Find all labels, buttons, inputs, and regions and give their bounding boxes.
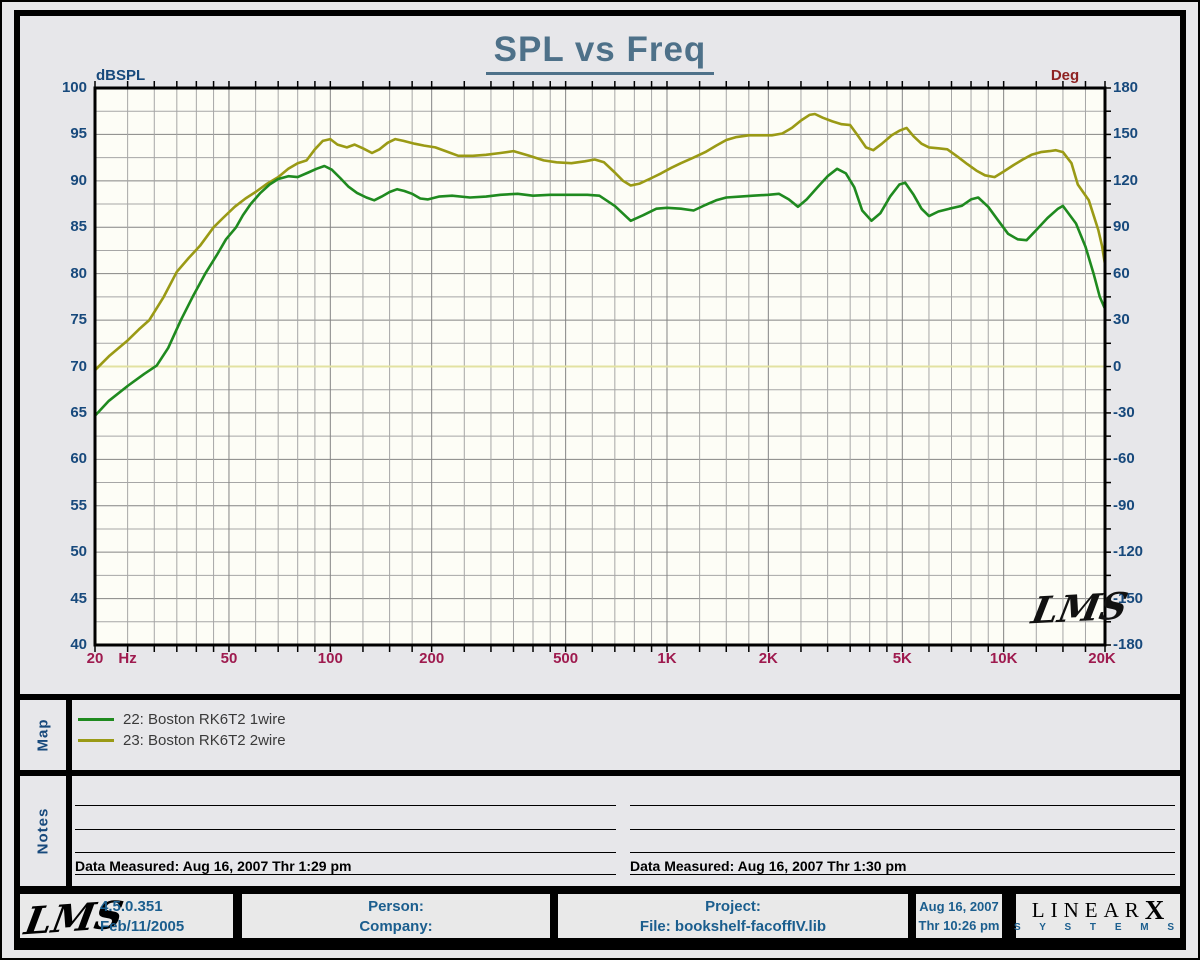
freq-axis-tick-label: 200 xyxy=(419,650,445,667)
report-time: Thr 10:26 pm xyxy=(918,918,1000,933)
legend-swatch-green xyxy=(78,717,114,721)
freq-axis-tick-label: 10K xyxy=(989,650,1018,667)
right-axis-tick-label: 180 xyxy=(1113,79,1139,96)
left-axis-tick-label: 45 xyxy=(70,589,87,607)
footer-date-cell: Aug 16, 2007 Thr 10:26 pm xyxy=(916,894,1002,938)
section-divider xyxy=(20,694,1180,700)
right-axis-tick-label: 90 xyxy=(1113,218,1130,236)
left-axis-tick-label: 60 xyxy=(70,450,87,468)
spl-vs-freq-plot xyxy=(93,81,1111,652)
footer-person-cell: Person: Company: xyxy=(242,894,550,938)
notes-section-label: Notes xyxy=(20,776,66,886)
freq-axis-tick-label: 50 xyxy=(220,650,238,667)
linearx-logo-x: X xyxy=(1144,894,1165,925)
left-axis-tick-label: 75 xyxy=(70,311,87,329)
linearx-logo: LINEARX S Y S T E M S xyxy=(1013,894,1183,938)
notes-label-text: Notes xyxy=(34,807,52,855)
freq-axis-tick-label: 5K xyxy=(892,650,912,667)
data-measured-left: Data Measured: Aug 16, 2007 Thr 1:29 pm xyxy=(75,858,352,874)
left-axis-tick-label: 40 xyxy=(70,636,87,653)
left-axis-tick-label: 95 xyxy=(70,125,87,143)
note-rule xyxy=(630,805,1175,806)
right-axis-tick-label: -150 xyxy=(1113,589,1144,607)
map-label-text: Map xyxy=(34,718,52,752)
left-axis-tick-label: 80 xyxy=(70,264,87,282)
plot-area: dBSPL Deg 100 95 90 85 80 75 70 65 60 55 50 45 40 180… xyxy=(62,67,1143,667)
legend-swatch-olive xyxy=(78,738,114,742)
footer-version-cell: LMS 4.5.0.351 Feb/11/2005 xyxy=(20,892,233,943)
left-axis-tick-label: 70 xyxy=(70,357,87,375)
freq-axis-tick-label: 1K xyxy=(657,650,677,667)
note-rule xyxy=(75,852,616,853)
map-section: Map 22: Boston RK6T2 1wire 23: Boston RK… xyxy=(20,700,1180,770)
footer-project-cell: Project: File: bookshelf-facoffIV.lib xyxy=(558,894,908,938)
main-frame: SPL vs Freq dBSPL Deg 100 95 90 85 80 75 70 65 6… xyxy=(14,10,1186,950)
right-axis-unit-label: Deg xyxy=(1050,67,1080,84)
company-label: Company: xyxy=(359,918,433,935)
legend-label-1wire: 22: Boston RK6T2 1wire xyxy=(123,710,286,728)
software-version: 4.5.0.351 xyxy=(100,898,163,915)
right-axis-tick-label: -90 xyxy=(1113,496,1135,514)
left-axis-tick-label: 50 xyxy=(70,543,87,561)
left-axis-unit-label: dBSPL xyxy=(96,67,146,84)
data-measured-right: Data Measured: Aug 16, 2007 Thr 1:30 pm xyxy=(630,858,907,874)
note-rule xyxy=(75,829,616,830)
file-label: File: bookshelf-facoffIV.lib xyxy=(639,918,827,935)
note-rule xyxy=(630,852,1175,853)
freq-axis-tick-label: Hz xyxy=(118,650,137,667)
report-date: Aug 16, 2007 xyxy=(919,899,999,914)
right-axis-tick-label: 150 xyxy=(1113,125,1139,143)
linearx-logo-systems: S Y S T E M S xyxy=(1013,921,1183,933)
notes-section: Notes Data Measured: Aug 16, 2007 Thr 1:… xyxy=(20,776,1180,886)
person-label: Person: xyxy=(368,898,424,915)
map-section-label: Map xyxy=(20,700,66,770)
note-rule xyxy=(630,829,1175,830)
right-axis-tick-label: -30 xyxy=(1113,403,1135,421)
freq-axis-tick-label: 2K xyxy=(758,650,778,667)
lms-plot-signature: LMS xyxy=(1028,583,1132,633)
left-axis-tick-label: 85 xyxy=(70,218,87,236)
footer-bar: LMS 4.5.0.351 Feb/11/2005 Person: Compan… xyxy=(20,886,1180,944)
right-axis-tick-label: 0 xyxy=(1113,357,1122,375)
left-axis-tick-label: 90 xyxy=(70,171,87,189)
legend-label-2wire: 23: Boston RK6T2 2wire xyxy=(123,731,286,749)
left-axis-tick-label: 100 xyxy=(61,79,87,96)
right-axis-tick-label: -60 xyxy=(1113,450,1135,468)
freq-axis-tick-label: 20K xyxy=(1088,650,1116,667)
page-title-text: SPL vs Freq xyxy=(485,30,715,75)
software-version-date: Feb/11/2005 xyxy=(100,918,185,935)
legend-item-1wire: 22: Boston RK6T2 1wire xyxy=(78,709,286,729)
page-title: SPL vs Freq xyxy=(20,30,1180,75)
right-axis-tick-label: 60 xyxy=(1113,264,1130,282)
project-label: Project: xyxy=(705,898,761,915)
notes-divider xyxy=(66,776,72,886)
left-axis-tick-label: 65 xyxy=(70,403,87,421)
note-rule xyxy=(75,874,616,875)
right-axis-tick-label: 30 xyxy=(1113,311,1130,329)
right-axis-tick-label: -120 xyxy=(1113,543,1144,561)
section-divider xyxy=(20,770,1180,776)
legend-item-2wire: 23: Boston RK6T2 2wire xyxy=(78,730,286,750)
linearx-logo-linear: LINEAR xyxy=(1031,897,1145,922)
right-axis-tick-label: -180 xyxy=(1113,636,1144,653)
footer-brand-cell: LINEARX S Y S T E M S xyxy=(1013,894,1183,938)
note-rule xyxy=(630,874,1175,875)
right-axis-tick-label: 120 xyxy=(1113,171,1139,189)
chart-section: SPL vs Freq dBSPL Deg 100 95 90 85 80 75 70 65 6… xyxy=(20,16,1180,694)
freq-axis-tick-label: 500 xyxy=(553,650,579,667)
map-divider xyxy=(66,700,72,770)
freq-axis-tick-label: 20 xyxy=(86,650,104,667)
freq-axis-tick-label: 100 xyxy=(317,650,343,667)
note-rule xyxy=(75,805,616,806)
left-axis-tick-label: 55 xyxy=(70,496,87,514)
